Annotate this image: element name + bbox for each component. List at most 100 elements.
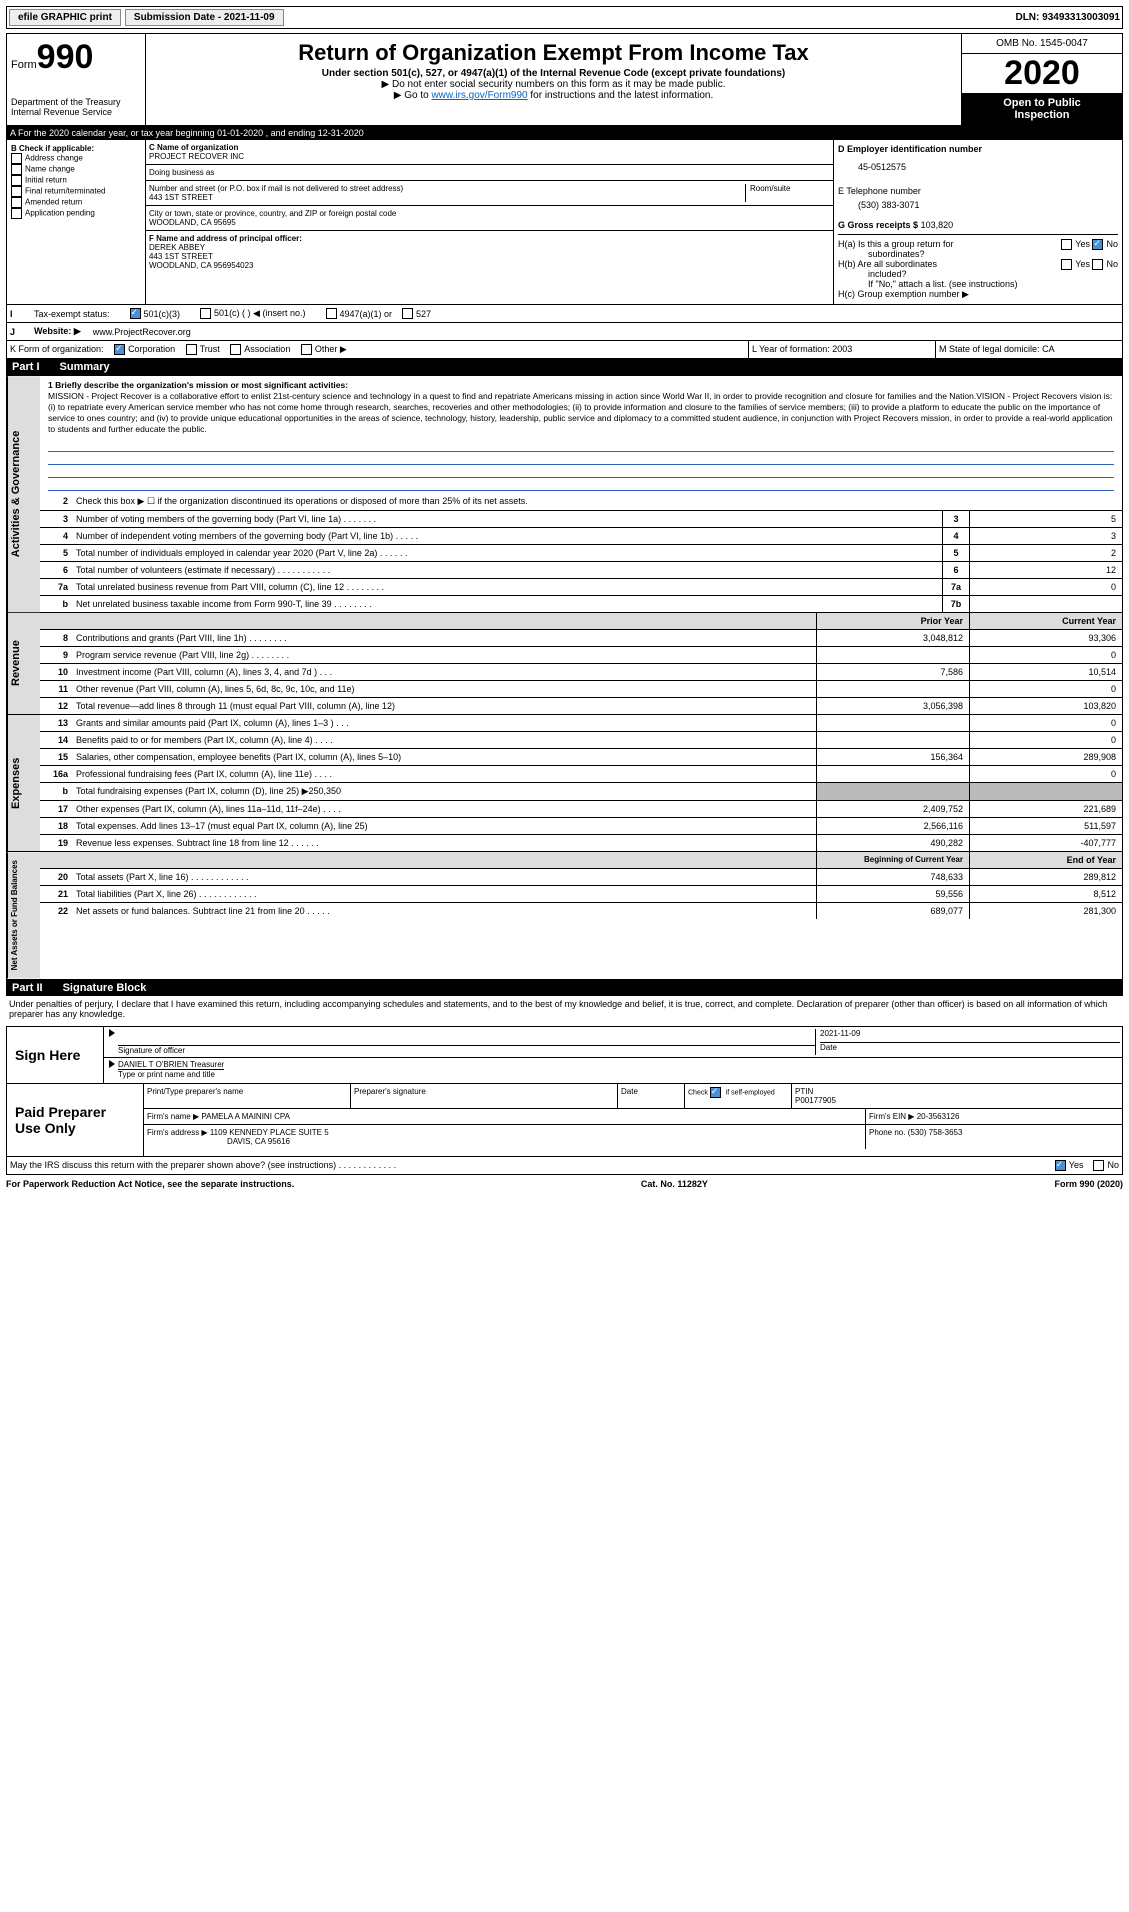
ein-value: 45-0512575	[858, 162, 1118, 172]
vtab-revenue: Revenue	[7, 613, 40, 714]
ptin-value: P00177905	[795, 1096, 836, 1105]
col-end-year: End of Year	[969, 852, 1122, 868]
col-current-year: Current Year	[969, 613, 1122, 629]
phone-label: E Telephone number	[838, 186, 1118, 196]
prep-name-hdr: Print/Type preparer's name	[144, 1084, 351, 1108]
checkbox-hb-yes[interactable]	[1061, 259, 1072, 270]
checkbox-final-return[interactable]	[11, 186, 22, 197]
checkbox-501c3[interactable]	[130, 308, 141, 319]
checkbox-discuss-no[interactable]	[1093, 1160, 1104, 1171]
arrow-icon	[109, 1060, 115, 1068]
checkbox-initial-return[interactable]	[11, 175, 22, 186]
phone-value: (530) 383-3071	[858, 200, 1118, 210]
footer-center: Cat. No. 11282Y	[641, 1179, 708, 1189]
arrow-icon	[109, 1029, 115, 1037]
firm-ein-label: Firm's EIN ▶	[869, 1112, 914, 1121]
mission-text: MISSION - Project Recover is a collabora…	[48, 391, 1113, 434]
year-formation: 2003	[832, 344, 852, 354]
firm-ein: 20-3563126	[917, 1112, 960, 1121]
sig-officer-label: Signature of officer	[118, 1046, 185, 1055]
officer-label: F Name and address of principal officer:	[149, 234, 302, 243]
domicile: CA	[1042, 344, 1055, 354]
dln-label: DLN: 93493313003091	[1015, 12, 1120, 23]
dept-label: Department of the Treasury	[11, 97, 141, 107]
form990-link[interactable]: www.irs.gov/Form990	[431, 90, 527, 101]
checkbox-address-change[interactable]	[11, 153, 22, 164]
paid-preparer-label: Paid Preparer Use Only	[7, 1084, 143, 1156]
section-i: ITax-exempt status: 501(c)(3) 501(c) ( )…	[6, 305, 1123, 323]
hc-label: H(c) Group exemption number ▶	[838, 289, 1118, 300]
checkbox-amended[interactable]	[11, 197, 22, 208]
firm-addr2: DAVIS, CA 95616	[227, 1137, 290, 1146]
inspection: Inspection	[1014, 109, 1069, 121]
gross-receipts-value: 103,820	[921, 220, 954, 230]
city-label: City or town, state or province, country…	[149, 209, 396, 218]
subtitle-3: ▶ Go to	[394, 90, 432, 101]
hb-label: H(b) Are all subordinates	[838, 259, 937, 269]
firm-name: PAMELA A MAININI CPA	[201, 1112, 290, 1121]
col-begin-year: Beginning of Current Year	[816, 852, 969, 868]
checkbox-discuss-yes[interactable]	[1055, 1160, 1066, 1171]
ein-label: D Employer identification number	[838, 144, 1118, 154]
part-2-header: Part IISignature Block	[6, 980, 1123, 996]
checkbox-self-employed[interactable]	[710, 1087, 721, 1098]
sig-date: 2021-11-09	[820, 1029, 860, 1038]
part-1-header: Part ISummary	[6, 359, 1123, 375]
checkbox-trust[interactable]	[186, 344, 197, 355]
year-formation-label: L Year of formation:	[752, 344, 830, 354]
footer-left: For Paperwork Reduction Act Notice, see …	[6, 1179, 294, 1189]
form-number: 990	[37, 38, 94, 76]
firm-phone-label: Phone no.	[869, 1128, 905, 1137]
penalty-text: Under penalties of perjury, I declare th…	[6, 996, 1123, 1022]
top-toolbar: efile GRAPHIC print Submission Date - 20…	[6, 6, 1123, 29]
checkbox-527[interactable]	[402, 308, 413, 319]
vtab-net-assets: Net Assets or Fund Balances	[7, 852, 40, 978]
firm-addr1: 1109 KENNEDY PLACE SUITE 5	[210, 1128, 329, 1137]
gross-receipts-label: G Gross receipts $	[838, 220, 918, 230]
checkbox-ha-no[interactable]	[1092, 239, 1103, 250]
checkbox-other[interactable]	[301, 344, 312, 355]
checkbox-ha-yes[interactable]	[1061, 239, 1072, 250]
omb-number: OMB No. 1545-0047	[962, 34, 1122, 54]
sig-date-label: Date	[820, 1043, 837, 1052]
vtab-governance: Activities & Governance	[7, 376, 40, 612]
section-a-bar: A For the 2020 calendar year, or tax yea…	[6, 126, 1123, 140]
discuss-question: May the IRS discuss this return with the…	[10, 1160, 1055, 1170]
tax-year: 2020	[962, 54, 1122, 93]
footer-right: Form 990 (2020)	[1054, 1179, 1123, 1189]
section-j: JWebsite: ▶ www.ProjectRecover.org	[6, 323, 1123, 341]
submission-date-button[interactable]: Submission Date - 2021-11-09	[125, 9, 284, 26]
vtab-expenses: Expenses	[7, 715, 40, 851]
ha-sub: subordinates?	[868, 249, 925, 259]
checkbox-corp[interactable]	[114, 344, 125, 355]
officer-name-title: DANIEL T O'BRIEN Treasurer	[118, 1060, 224, 1069]
col-prior-year: Prior Year	[816, 613, 969, 629]
subtitle-1: Under section 501(c), 527, or 4947(a)(1)…	[150, 68, 957, 79]
checkbox-501c[interactable]	[200, 308, 211, 319]
checkbox-4947[interactable]	[326, 308, 337, 319]
officer-name: DEREK ABBEY	[149, 243, 205, 252]
hb-sub: included?	[868, 269, 907, 279]
name-title-label: Type or print name and title	[118, 1070, 215, 1079]
website-value: www.ProjectRecover.org	[93, 327, 191, 337]
checkbox-pending[interactable]	[11, 208, 22, 219]
mission-label: 1 Briefly describe the organization's mi…	[48, 380, 348, 390]
ptin-label: PTIN	[795, 1087, 813, 1096]
dba-label: Doing business as	[149, 168, 214, 177]
open-public: Open to Public	[1003, 97, 1081, 109]
ha-label: H(a) Is this a group return for	[838, 239, 954, 249]
checkbox-assoc[interactable]	[230, 344, 241, 355]
city-state-zip: WOODLAND, CA 95695	[149, 218, 236, 227]
prep-date-hdr: Date	[618, 1084, 685, 1108]
section-b: B Check if applicable: Address change Na…	[7, 140, 146, 304]
firm-phone: (530) 758-3653	[908, 1128, 963, 1137]
checkbox-name-change[interactable]	[11, 164, 22, 175]
prep-sig-hdr: Preparer's signature	[351, 1084, 618, 1108]
checkbox-hb-no[interactable]	[1092, 259, 1103, 270]
name-label: C Name of organization	[149, 143, 238, 152]
subtitle-2: ▶ Do not enter social security numbers o…	[150, 79, 957, 90]
officer-city: WOODLAND, CA 956954023	[149, 261, 254, 270]
room-suite-label: Room/suite	[745, 184, 830, 202]
org-name: PROJECT RECOVER INC	[149, 152, 244, 161]
efile-print-button[interactable]: efile GRAPHIC print	[9, 9, 121, 26]
